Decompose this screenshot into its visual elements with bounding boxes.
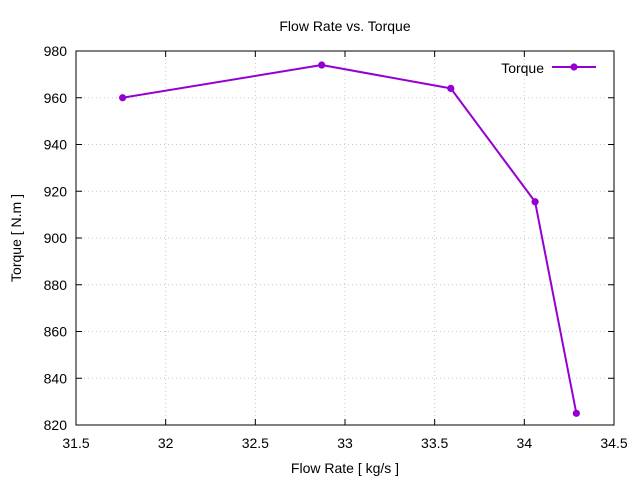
y-tick-label: 900 [44, 230, 68, 246]
data-point [447, 84, 455, 92]
x-tick-label: 33.5 [421, 435, 448, 451]
y-tick-label: 980 [44, 43, 68, 59]
x-axis-label: Flow Rate [ kg/s ] [291, 460, 399, 476]
y-tick-label: 860 [44, 324, 68, 340]
grid [76, 51, 614, 425]
x-tick-label: 34.5 [600, 435, 627, 451]
chart-title: Flow Rate vs. Torque [279, 18, 410, 34]
x-tick-labels: 31.5 32 32.5 33 33.5 34 34.5 [62, 435, 627, 451]
legend-marker-torque [570, 63, 578, 71]
data-point [572, 409, 580, 417]
data-point [531, 198, 539, 206]
x-tick-label: 34 [517, 435, 533, 451]
x-tick-label: 32.5 [242, 435, 269, 451]
y-tick-label: 820 [44, 417, 68, 433]
y-tick-label: 940 [44, 137, 68, 153]
x-tick-label: 33 [337, 435, 353, 451]
data-point [119, 94, 127, 102]
y-tick-labels: 820 840 860 880 900 920 940 960 980 [44, 43, 68, 433]
y-tick-label: 840 [44, 370, 68, 386]
x-tick-label: 32 [158, 435, 174, 451]
y-tick-label: 880 [44, 277, 68, 293]
y-tick-label: 960 [44, 90, 68, 106]
x-tick-label: 31.5 [62, 435, 89, 451]
y-axis-label: Torque [ N.m ] [8, 194, 24, 282]
legend: Torque [501, 60, 596, 76]
legend-label-torque: Torque [501, 60, 544, 76]
series-layer [119, 61, 580, 417]
y-tick-label: 920 [44, 183, 68, 199]
axis-ticks [75, 50, 615, 426]
data-point [318, 61, 326, 69]
